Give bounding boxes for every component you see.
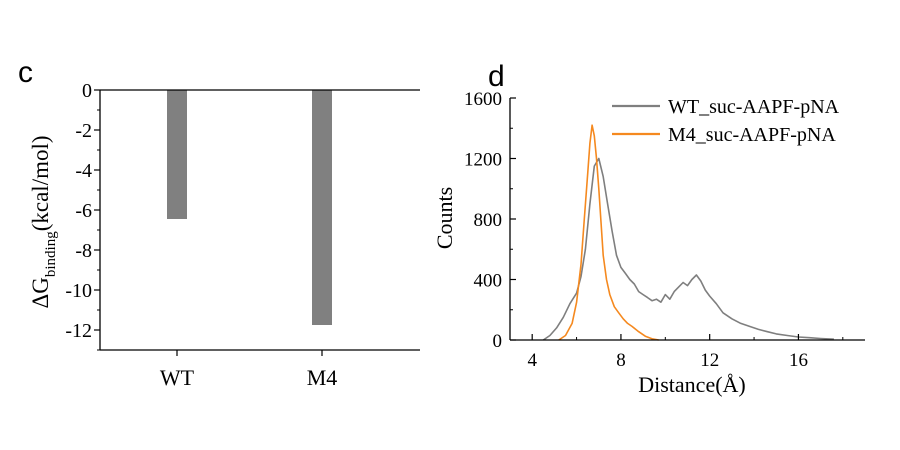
c-ylabel-unit: (kcal/mol): [28, 135, 53, 231]
d-y-tick-label: 0: [493, 331, 503, 352]
c-x-tick-label: WT: [160, 365, 195, 390]
c-y-tick-label: -2: [75, 120, 92, 142]
d-legend-label: WT_suc-AAPF-pNA: [668, 96, 840, 118]
c-bar-wt: [167, 90, 187, 219]
panel-c: c WT M4 0 -2 -4 -6 -8 -10 -12 ΔGbinding(kcal/mol…: [18, 56, 420, 390]
c-y-tick-label: -4: [75, 160, 92, 182]
d-y-tick-label: 1600: [464, 89, 502, 110]
panel-label-d: d: [488, 60, 505, 93]
d-series-line-0: [542, 157, 834, 341]
c-ylabel-main: ΔG: [28, 277, 53, 308]
c-y-tick-label: -10: [65, 280, 92, 302]
d-legend-label: M4_suc-AAPF-pNA: [668, 124, 836, 146]
panel-d: d 0 400 800 1200 1600 4 8 12 16 WT_suc-AAPF-pNA M…: [432, 60, 865, 397]
d-y-tick-label: 400: [474, 271, 503, 292]
panel-label-c: c: [18, 56, 33, 89]
d-legend: WT_suc-AAPF-pNA M4_suc-AAPF-pNA: [612, 96, 840, 146]
c-bar-m4: [312, 90, 332, 325]
d-y-tick-label: 1200: [464, 150, 502, 171]
c-x-tick-label: M4: [307, 365, 338, 390]
c-y-tick-label: -6: [75, 200, 92, 222]
c-y-tick-label: -12: [65, 320, 92, 342]
d-series-line-1: [558, 124, 659, 341]
d-x-tick-label: 12: [700, 350, 719, 371]
d-y-tick-label: 800: [474, 210, 503, 231]
d-x-tick-label: 4: [527, 350, 537, 371]
c-y-axis-label: ΔGbinding(kcal/mol): [28, 135, 59, 308]
c-y-tick-label: -8: [75, 240, 92, 262]
d-x-tick-label: 8: [616, 350, 626, 371]
c-ylabel-sub: binding: [43, 231, 59, 277]
c-y-tick-label: 0: [82, 80, 92, 102]
c-axes: WT M4 0 -2 -4 -6 -8 -10 -12: [65, 80, 420, 390]
d-x-axis-label: Distance(Å): [638, 372, 746, 397]
d-x-tick-label: 16: [789, 350, 808, 371]
d-axes: 0 400 800 1200 1600 4 8 12 16: [464, 89, 865, 371]
d-y-axis-label: Counts: [432, 187, 457, 249]
c-bars: [167, 90, 332, 325]
d-series: [542, 124, 834, 341]
